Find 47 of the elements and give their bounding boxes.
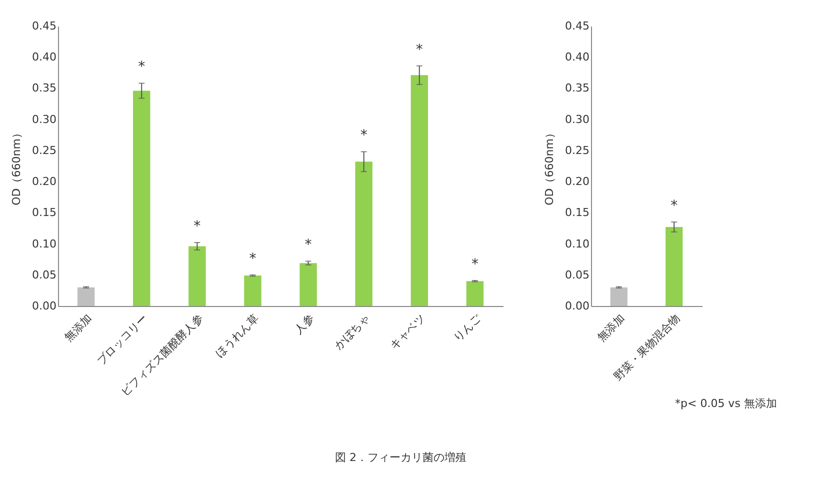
y-tick-label: 0.05 — [565, 268, 590, 282]
bar — [77, 287, 95, 306]
y-tick-label: 0.40 — [565, 50, 590, 64]
bar — [300, 263, 317, 306]
y-tick-label: 0.05 — [32, 268, 56, 282]
x-tick-label: ほうれん草 — [213, 312, 262, 360]
annotation: * — [249, 250, 256, 267]
y-tick-label: 0.10 — [565, 237, 590, 250]
annotation: * — [670, 198, 678, 214]
y-tick-label: 0.25 — [32, 144, 56, 157]
x-tick-label: 無添加 — [62, 312, 95, 344]
y-tick-label: 0.35 — [32, 82, 56, 95]
x-tick-label: キャベツ — [388, 312, 428, 352]
caption: 図 2．フィーカリ菌の増殖 — [335, 450, 466, 465]
annotation: * — [194, 218, 201, 235]
y-tick-label: 0.15 — [32, 206, 56, 220]
x-tick-label: 人参 — [292, 312, 317, 337]
annotation: * — [304, 237, 312, 254]
y-axis-title: OD（660nm） — [10, 128, 24, 206]
bar — [410, 75, 428, 306]
bar — [466, 281, 484, 306]
y-tick-label: 0.40 — [32, 50, 56, 64]
bar — [244, 276, 262, 306]
y-tick-label: 0.35 — [565, 82, 590, 95]
y-tick-label: 0.00 — [565, 300, 590, 312]
annotation: * — [360, 128, 368, 144]
y-tick-label: 0.45 — [32, 20, 56, 32]
y-tick-label: 0.30 — [32, 112, 56, 126]
y-tick-label: 0.25 — [565, 144, 590, 157]
x-tick-label: 無添加 — [594, 312, 628, 344]
x-tick-label: りんご — [450, 311, 484, 344]
y-tick-label: 0.20 — [32, 175, 56, 188]
annotation: * — [138, 59, 146, 76]
annotation: * — [471, 256, 478, 272]
bar — [355, 162, 372, 306]
y-tick-label: 0.15 — [565, 206, 590, 220]
annotation: * — [416, 42, 423, 58]
bar — [133, 90, 150, 306]
y-tick-label: 0.10 — [32, 237, 56, 250]
bar — [188, 246, 206, 306]
y-axis-title: OD（660nm） — [543, 128, 556, 206]
x-tick-label: かぼちゃ — [332, 312, 372, 352]
y-tick-label: 0.30 — [565, 112, 590, 126]
y-tick-label: 0.45 — [565, 20, 590, 32]
y-tick-label: 0.20 — [565, 175, 590, 188]
text: *p< 0.05 vs 無添加 — [675, 396, 777, 411]
y-tick-label: 0.00 — [32, 300, 56, 312]
